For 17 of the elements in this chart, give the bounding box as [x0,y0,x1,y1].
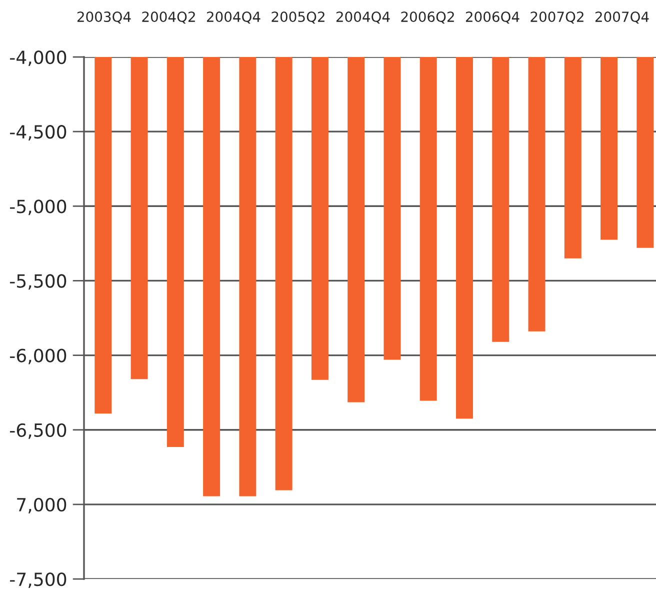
text: 2006Q4 [466,12,520,24]
text: 2004Q4 [336,12,390,24]
y-tick-label: -6,500 [10,423,66,439]
text: 2005Q2 [272,12,324,24]
y-tick-label: -4,000 [10,50,66,66]
y-tick-label: -5,000 [10,200,66,216]
text: 2003Q4 [77,12,131,24]
text: 2007Q4 [595,12,649,24]
y-tick-label: -4,500 [10,125,66,141]
text: 2007Q2 [530,12,584,24]
y-tick-label: 7,000 [17,498,66,514]
y-tick-label: -6,000 [10,348,66,364]
text: 2004Q4 [206,12,260,24]
y-tick-label: -5,500 [10,274,66,290]
text: 2004Q2 [142,12,195,24]
y-tick-label: -7,500 [10,572,66,588]
text: 2006Q2 [401,12,454,24]
